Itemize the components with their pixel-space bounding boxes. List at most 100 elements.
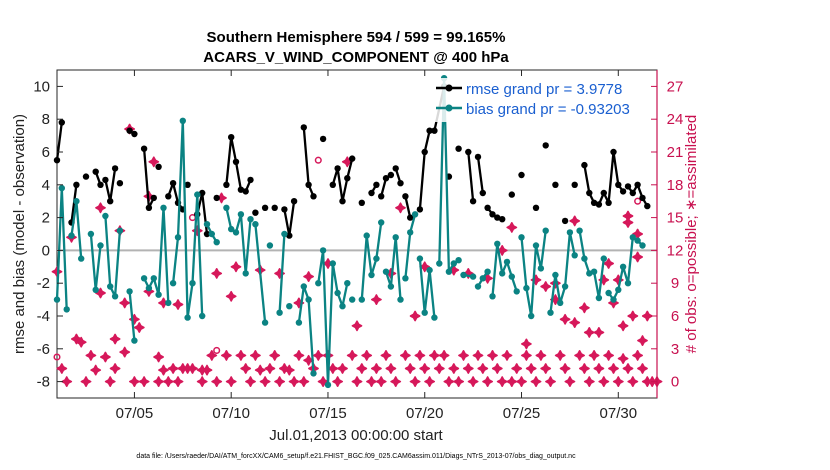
obs-assimilated-point xyxy=(453,376,465,388)
obs-assimilated-point xyxy=(487,349,498,361)
obs-assimilated-marker xyxy=(530,376,542,388)
obs-assimilated-marker xyxy=(414,349,426,361)
obs-assimilated-marker xyxy=(569,317,581,329)
bias-point xyxy=(484,268,491,275)
obs-assimilated-point xyxy=(404,363,416,374)
bias-point xyxy=(605,289,612,297)
rmse-line-segment xyxy=(404,196,412,218)
bias-point xyxy=(102,212,109,220)
obs-assimilated-marker xyxy=(61,376,73,388)
obs-assimilated-point xyxy=(458,349,469,361)
bias-point xyxy=(629,234,636,241)
obs-assimilated-point xyxy=(438,349,450,361)
bias-point xyxy=(513,288,520,295)
bias-point xyxy=(474,283,482,290)
obs-assimilated-point xyxy=(85,349,97,361)
rmse-point xyxy=(561,217,569,225)
bias-point xyxy=(223,204,230,211)
bias-point xyxy=(518,234,525,241)
rmse-point xyxy=(169,180,177,187)
bias-point xyxy=(595,294,603,302)
rmse-point xyxy=(397,180,404,187)
obs-assimilated-marker xyxy=(521,349,532,361)
obs-assimilated-point xyxy=(579,302,590,314)
rmse-point xyxy=(610,148,617,156)
obs-assimilated-marker xyxy=(579,302,590,314)
rmse-point xyxy=(595,201,603,208)
obs-assimilated-point xyxy=(443,376,455,388)
obs-assimilated-point xyxy=(472,349,484,361)
obs-assimilated-point xyxy=(95,202,106,214)
rmse-point xyxy=(271,204,278,211)
rmse-point xyxy=(508,191,515,198)
obs-assimilated-marker xyxy=(254,364,266,376)
obs-assimilated-marker xyxy=(100,351,111,363)
obs-assimilated-point xyxy=(588,349,600,361)
obs-assimilated-point xyxy=(637,363,648,374)
obs-assimilated-point xyxy=(608,363,619,374)
obs-assimilated-point xyxy=(375,376,387,388)
obs-assimilated-point xyxy=(632,349,643,361)
obs-assimilated-point xyxy=(583,326,595,338)
obs-assimilated-marker xyxy=(583,376,595,388)
obs-assimilated-marker xyxy=(274,376,286,388)
obs-assimilated-marker xyxy=(133,322,145,333)
obs-assimilated-marker xyxy=(617,320,629,332)
bias-point xyxy=(426,266,433,274)
rmse-point xyxy=(474,153,482,161)
axes-layer: 07/05 07/10 07/15 07/20 07/25 07/30 -8 -6 -4 -2 0 2… xyxy=(33,70,683,422)
obs-assimilated-point xyxy=(109,333,121,345)
bias-point xyxy=(97,242,104,249)
rmse-point xyxy=(382,175,390,182)
obs-assimilated-point xyxy=(554,349,566,361)
obs-assimilated-marker xyxy=(366,376,377,388)
obs-assimilated-marker xyxy=(491,363,503,374)
bias-point xyxy=(460,271,467,279)
rmse-point xyxy=(600,189,607,197)
chart-title-line2: ACARS_V_WIND_COMPONENT @ 400 hPa xyxy=(203,49,509,66)
bias-point xyxy=(523,284,530,292)
rmse-point xyxy=(116,180,124,187)
bias-point xyxy=(295,319,303,326)
obs-assimilated-point xyxy=(467,376,479,388)
rmse-point xyxy=(82,173,90,180)
y-tick-label: 4 xyxy=(42,177,50,194)
y-tick-label: 0 xyxy=(42,242,50,259)
rmse-point xyxy=(421,148,428,156)
bias-point xyxy=(213,239,220,246)
obs-assimilated-point xyxy=(274,376,286,388)
obs-assimilated-point xyxy=(148,156,160,168)
y-axis-label: rmse and bias (model - observation) xyxy=(11,114,28,354)
obs-assimilated-marker xyxy=(632,349,643,361)
obs-assimilated-marker xyxy=(293,349,305,361)
legend-rmse-label: rmse grand pr = 3.9778 xyxy=(466,81,622,98)
obs-assimilated-marker xyxy=(225,376,237,388)
y-tick-label: 8 xyxy=(42,111,50,128)
obs-assimilated-marker xyxy=(56,363,68,374)
rmse-point xyxy=(349,155,356,162)
obs-assimilated-point xyxy=(143,285,155,297)
obs-assimilated-point xyxy=(462,267,474,279)
bias-point xyxy=(590,268,598,275)
bias-point xyxy=(242,270,249,277)
bias-point xyxy=(455,257,462,264)
obs-assimilated-marker xyxy=(448,363,460,374)
y-right-tick-label: 12 xyxy=(667,242,684,259)
y-tick-label: -8 xyxy=(37,374,50,391)
rmse-point xyxy=(368,189,375,197)
obs-assimilated-marker xyxy=(525,363,537,374)
obs-assimilated-marker xyxy=(245,376,256,388)
obs-assimilated-marker xyxy=(583,326,595,338)
obs-assimilated-point xyxy=(264,363,276,374)
rmse-point xyxy=(465,148,472,156)
obs-assimilated-point xyxy=(535,349,547,361)
bias-point xyxy=(600,255,607,262)
obs-assimilated-marker xyxy=(564,376,576,388)
obs-assimilated-marker xyxy=(516,376,527,388)
obs-assimilated-point xyxy=(245,376,256,388)
obs-assimilated-marker xyxy=(462,363,474,374)
rmse-point xyxy=(97,181,104,188)
bias-point xyxy=(349,296,356,303)
rmse-point xyxy=(319,135,327,143)
